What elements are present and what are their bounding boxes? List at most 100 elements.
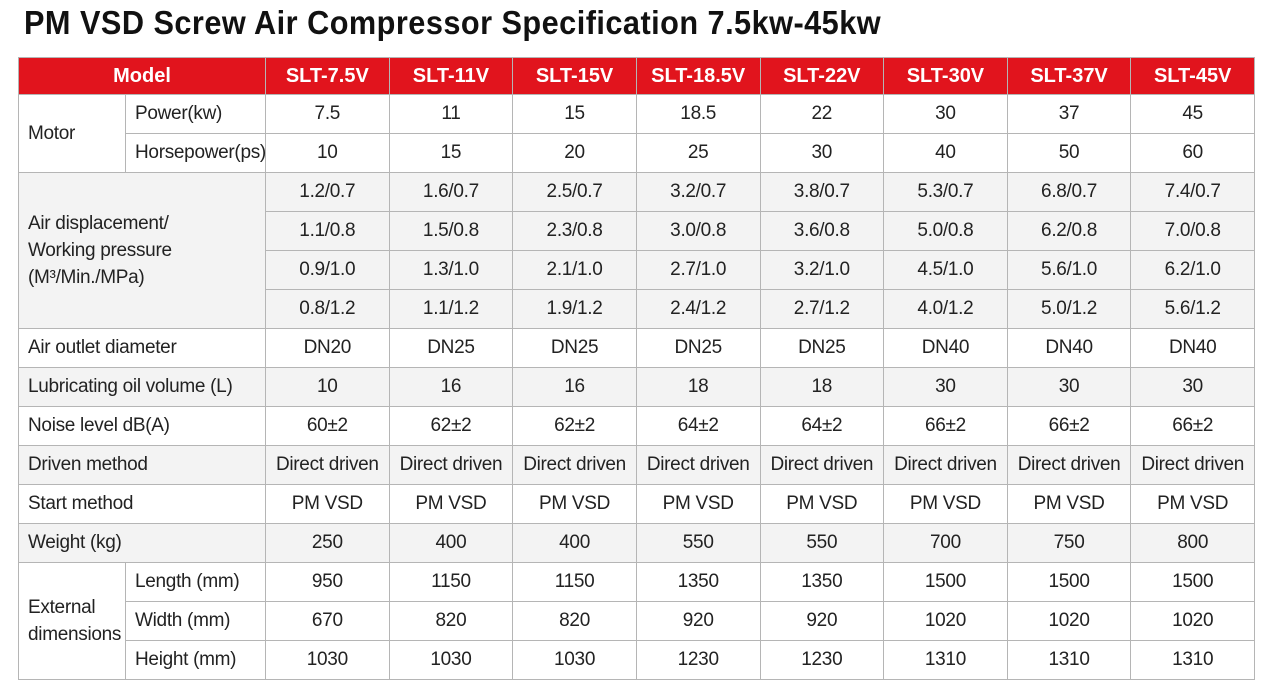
- table-row: 1.1/0.8 1.5/0.8 2.3/0.8 3.0/0.8 3.6/0.8 5.0/0…: [19, 211, 1255, 251]
- row-label: Start method: [18, 484, 266, 524]
- value-cell: 2.5/0.7: [512, 172, 637, 212]
- value-cell: 10: [265, 133, 390, 173]
- value-cell: 1150: [512, 562, 637, 602]
- value-cell: 10: [265, 367, 390, 407]
- value-cell: 820: [512, 601, 637, 641]
- value-cell: 1310: [1130, 640, 1255, 680]
- table-row: Motor Power(kw) 7.5 11 15 18.5 22 30 37 45: [18, 94, 1255, 173]
- value-cell: 18: [635, 367, 761, 407]
- value-cell: 6.2/0.8: [1006, 211, 1132, 251]
- table-row: External dimensions Length (mm) 950 1150 115…: [18, 562, 1255, 680]
- row-label: Horsepower(ps): [125, 133, 266, 173]
- value-cell: 1350: [759, 562, 885, 602]
- value-cell: 1150: [388, 562, 514, 602]
- value-cell: 1310: [1006, 640, 1132, 680]
- value-cell: 1230: [635, 640, 761, 680]
- value-cell: 1.1/1.2: [388, 289, 514, 329]
- model-header: SLT-45V: [1130, 57, 1255, 95]
- value-cell: PM VSD: [883, 484, 1008, 524]
- value-cell: 64±2: [635, 406, 761, 446]
- value-cell: PM VSD: [512, 484, 637, 524]
- value-cell: Direct driven: [1130, 445, 1255, 485]
- value-cell: 1500: [883, 562, 1008, 602]
- model-header: SLT-11V: [388, 57, 514, 95]
- value-cell: PM VSD: [635, 484, 761, 524]
- value-cell: 62±2: [388, 406, 514, 446]
- value-cell: Direct driven: [265, 445, 390, 485]
- table-row: Noise level dB(A) 60±2 62±2 62±2 64±2 64±2 66±…: [18, 406, 1255, 446]
- value-cell: Direct driven: [759, 445, 885, 485]
- value-cell: 700: [883, 523, 1008, 563]
- value-cell: 1500: [1006, 562, 1132, 602]
- value-cell: 1030: [265, 640, 390, 680]
- value-cell: 4.0/1.2: [883, 289, 1008, 329]
- table-row: Weight (kg) 250 400 400 550 550 700 750 800: [18, 523, 1255, 563]
- value-cell: 7.4/0.7: [1130, 172, 1255, 212]
- header-row: Model SLT-7.5V SLT-11V SLT-15V SLT-18.5V SLT…: [18, 57, 1255, 95]
- row-label: Noise level dB(A): [18, 406, 266, 446]
- section-label: Motor: [18, 94, 126, 173]
- value-cell: 1.6/0.7: [388, 172, 514, 212]
- value-cell: 16: [512, 367, 637, 407]
- value-cell: 2.1/1.0: [512, 250, 637, 290]
- value-cell: 1020: [1006, 601, 1132, 641]
- value-cell: 3.8/0.7: [759, 172, 885, 212]
- value-cell: 1230: [759, 640, 885, 680]
- value-cell: 2.4/1.2: [635, 289, 761, 329]
- value-cell: 1.1/0.8: [265, 211, 390, 251]
- value-cell: PM VSD: [759, 484, 885, 524]
- value-cell: 550: [635, 523, 761, 563]
- row-label: Width (mm): [125, 601, 266, 641]
- value-cell: 920: [635, 601, 761, 641]
- value-cell: 11: [388, 94, 514, 134]
- value-cell: 30: [883, 367, 1008, 407]
- section-label: Air displacement/ Working pressure (M³/M…: [18, 172, 266, 329]
- value-cell: 50: [1006, 133, 1132, 173]
- table-row: 0.9/1.0 1.3/1.0 2.1/1.0 2.7/1.0 3.2/1.0 4.5/1…: [19, 250, 1255, 290]
- value-cell: 66±2: [1130, 406, 1255, 446]
- value-cell: DN25: [635, 328, 761, 368]
- value-cell: DN40: [1130, 328, 1255, 368]
- value-cell: 60±2: [265, 406, 390, 446]
- spec-table: Model SLT-7.5V SLT-11V SLT-15V SLT-18.5V SLT…: [18, 57, 1255, 680]
- row-label: Driven method: [18, 445, 266, 485]
- value-cell: PM VSD: [388, 484, 514, 524]
- value-cell: 5.6/1.0: [1006, 250, 1132, 290]
- model-header: SLT-18.5V: [635, 57, 761, 95]
- value-cell: 0.9/1.0: [265, 250, 390, 290]
- value-cell: 25: [635, 133, 761, 173]
- value-cell: Direct driven: [1006, 445, 1132, 485]
- value-cell: 4.5/1.0: [883, 250, 1008, 290]
- value-cell: 5.6/1.2: [1130, 289, 1255, 329]
- value-cell: 400: [388, 523, 514, 563]
- value-cell: 6.2/1.0: [1130, 250, 1255, 290]
- value-cell: 62±2: [512, 406, 637, 446]
- value-cell: DN40: [1006, 328, 1132, 368]
- value-cell: 1350: [635, 562, 761, 602]
- value-cell: PM VSD: [265, 484, 390, 524]
- value-cell: 5.0/1.2: [1006, 289, 1132, 329]
- value-cell: 1310: [883, 640, 1008, 680]
- value-cell: 30: [883, 94, 1008, 134]
- value-cell: 3.2/1.0: [759, 250, 885, 290]
- value-cell: Direct driven: [512, 445, 637, 485]
- value-cell: 1030: [512, 640, 637, 680]
- value-cell: 7.5: [265, 94, 390, 134]
- row-label: Height (mm): [125, 640, 266, 680]
- value-cell: Direct driven: [635, 445, 761, 485]
- value-cell: 750: [1006, 523, 1132, 563]
- value-cell: 1500: [1130, 562, 1255, 602]
- section-label: External dimensions: [18, 562, 126, 680]
- value-cell: DN40: [883, 328, 1008, 368]
- value-cell: 3.2/0.7: [635, 172, 761, 212]
- value-cell: 2.3/0.8: [512, 211, 637, 251]
- value-cell: 66±2: [1006, 406, 1132, 446]
- value-cell: 1.3/1.0: [388, 250, 514, 290]
- model-header: SLT-22V: [759, 57, 885, 95]
- value-cell: 18: [759, 367, 885, 407]
- value-cell: 20: [512, 133, 637, 173]
- row-label: Length (mm): [125, 562, 266, 602]
- value-cell: 950: [265, 562, 390, 602]
- value-cell: 1.2/0.7: [265, 172, 390, 212]
